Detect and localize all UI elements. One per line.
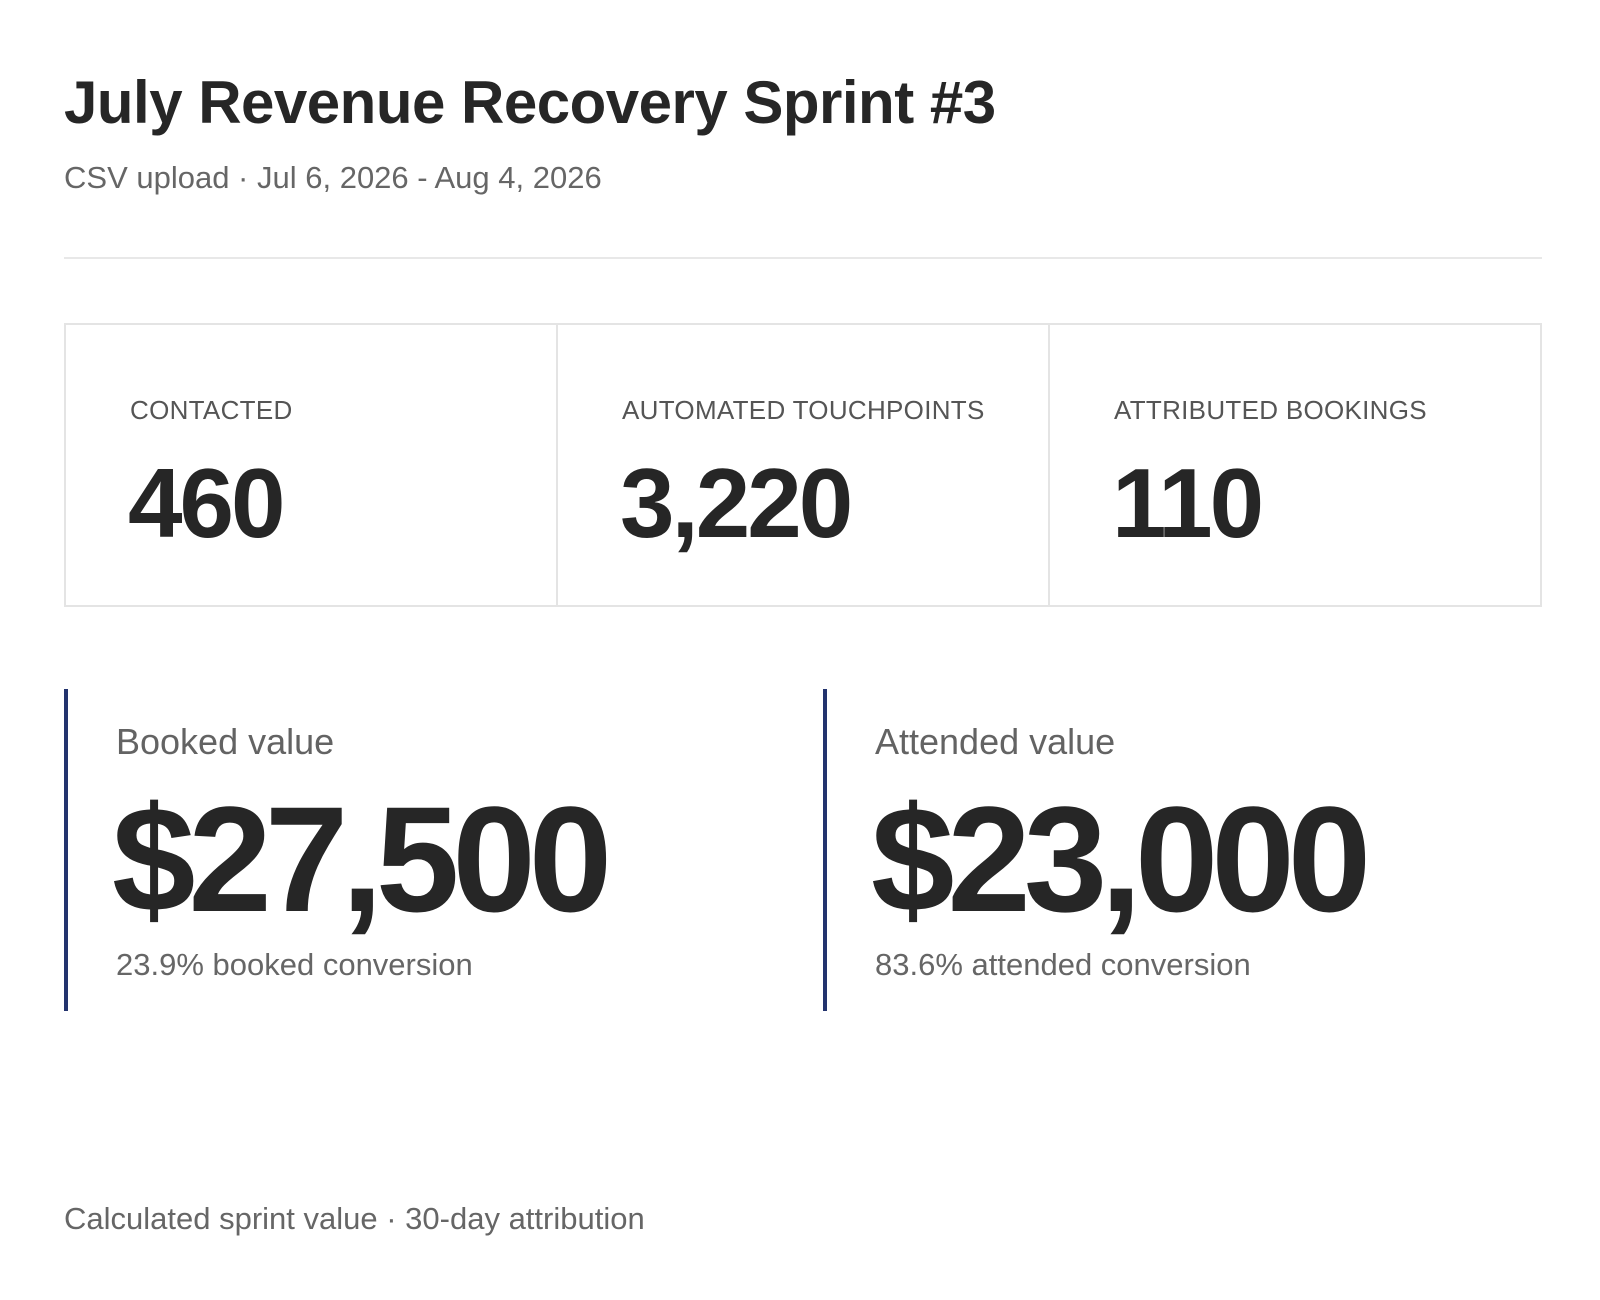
attended-value-label: Attended value (875, 721, 1116, 762)
booked-value-block: Booked value $27,500 23.9% booked conver… (64, 689, 764, 1011)
booked-conversion-note: 23.9% booked conversion (116, 947, 473, 982)
booked-value-label: Booked value (116, 721, 335, 762)
stat-value: 460 (128, 448, 286, 558)
header-divider (64, 257, 1542, 259)
footer-note: Calculated sprint value · 30-day attribu… (64, 1201, 645, 1236)
page-title: July Revenue Recovery Sprint #3 (64, 69, 996, 136)
page-subtitle: CSV upload · Jul 6, 2026 - Aug 4, 2026 (64, 160, 602, 195)
attended-value-block: Attended value $23,000 83.6% attended co… (823, 689, 1523, 1011)
sprint-report: July Revenue Recovery Sprint #3 CSV uplo… (64, 0, 1542, 1300)
stat-label: ATTRIBUTED BOOKINGS (1114, 395, 1427, 425)
stat-contacted: CONTACTED 460 (66, 325, 558, 605)
stat-value: 110 (1112, 448, 1264, 558)
attended-value-amount: $23,000 (871, 775, 1371, 943)
stat-automated-touchpoints: AUTOMATED TOUCHPOINTS 3,220 (558, 325, 1050, 605)
stat-label: AUTOMATED TOUCHPOINTS (622, 395, 985, 425)
attended-conversion-note: 83.6% attended conversion (875, 947, 1251, 982)
stats-panel: CONTACTED 460 AUTOMATED TOUCHPOINTS 3,22… (64, 323, 1542, 607)
stat-label: CONTACTED (130, 395, 293, 425)
stat-value: 3,220 (620, 448, 853, 558)
booked-value-amount: $27,500 (112, 775, 612, 943)
stat-attributed-bookings: ATTRIBUTED BOOKINGS 110 (1050, 325, 1540, 605)
